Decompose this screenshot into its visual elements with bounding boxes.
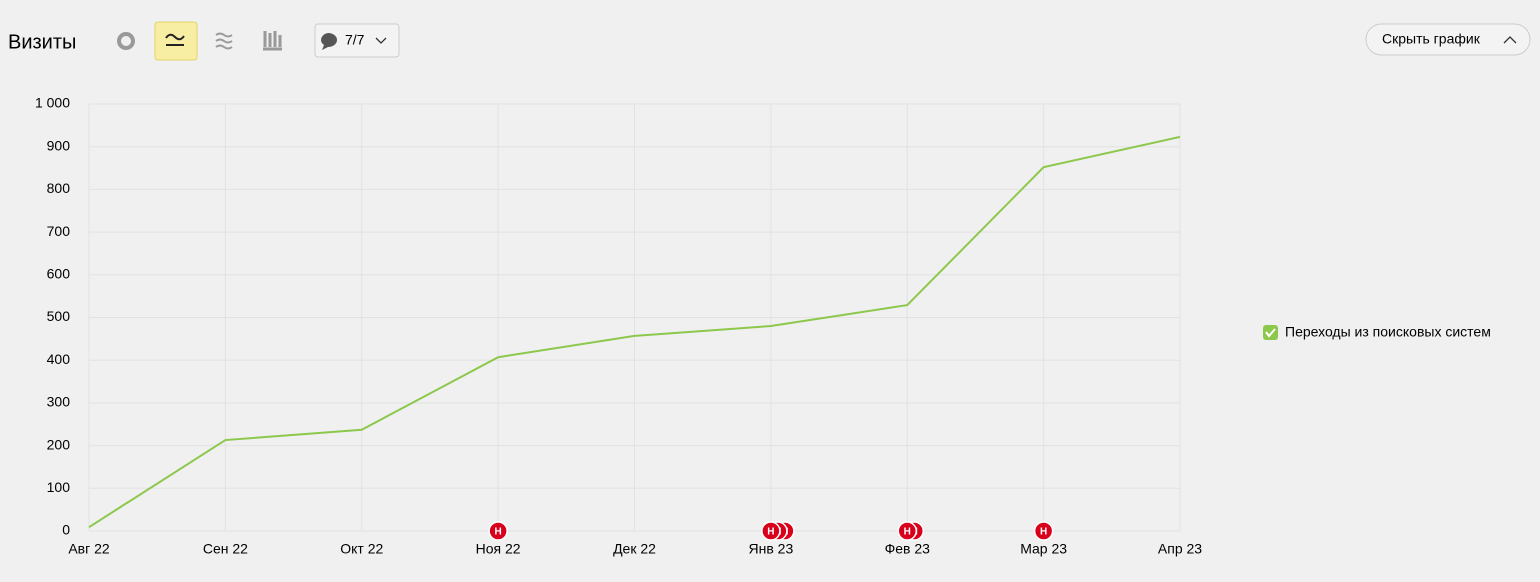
note-marker-label: Н — [904, 527, 911, 538]
y-tick-label: 0 — [62, 522, 70, 538]
check-mark — [1265, 328, 1276, 338]
y-tick-label: 900 — [47, 137, 71, 153]
y-tick-label: 700 — [47, 223, 71, 239]
y-tick-label: 300 — [47, 394, 71, 410]
x-tick-label: Мар 23 — [1020, 541, 1067, 557]
selected-box — [154, 21, 198, 61]
y-tick-label: 800 — [47, 180, 71, 196]
pie-view-button[interactable] — [117, 32, 135, 50]
y-tick-label: 600 — [47, 266, 71, 282]
note-marker — [1033, 521, 1054, 541]
note-marker-label: Н — [1040, 527, 1047, 538]
legend[interactable]: Переходы из поисковых систем — [1263, 324, 1491, 340]
note-marker — [488, 521, 508, 541]
bar-view-button[interactable] — [263, 31, 282, 51]
x-tick-label: Ноя 22 — [476, 541, 521, 557]
y-tick-label: 200 — [47, 436, 71, 452]
note-marker-label: Н — [767, 527, 774, 538]
y-tick-label: 400 — [47, 351, 71, 367]
note-marker-label: Н — [495, 527, 502, 538]
note-marker — [761, 521, 781, 541]
x-tick-label: Авг 22 — [68, 541, 110, 557]
line-icon — [165, 33, 185, 46]
y-tick-label: 500 — [47, 308, 71, 324]
x-tick-label: Дек 22 — [613, 541, 656, 557]
notes-count: 7/7 — [345, 32, 365, 48]
chevron-up — [1503, 36, 1517, 44]
y-tick-label: 100 — [47, 479, 71, 495]
series-line — [88, 135, 1181, 528]
line-view-button[interactable] — [154, 21, 198, 61]
x-tick-label: Фев 23 — [885, 541, 931, 557]
x-tick-label: Сен 22 — [203, 541, 248, 557]
y-tick-label: 1 000 — [35, 95, 70, 111]
pie-icon — [117, 32, 135, 50]
chevron-down — [375, 37, 387, 44]
note-marker — [897, 521, 917, 541]
hide-chart-button[interactable]: Скрыть график — [1365, 23, 1531, 56]
area-view-button[interactable] — [215, 32, 233, 50]
button-label: Скрыть график — [1382, 31, 1481, 47]
legend-checkbox — [1263, 325, 1278, 340]
x-tick-label: Окт 22 — [340, 541, 383, 557]
bar-icon — [263, 31, 282, 51]
dropdown-box — [314, 23, 400, 58]
report-title: Визиты — [8, 31, 76, 53]
notes-dropdown[interactable]: 7/7 — [314, 23, 400, 58]
button-box — [1365, 23, 1531, 56]
x-tick-label: Янв 23 — [749, 541, 794, 557]
x-tick-label: Апр 23 — [1158, 541, 1202, 557]
note-icon — [321, 33, 337, 50]
area-icon — [215, 32, 233, 50]
legend-label: Переходы из поисковых систем — [1285, 324, 1491, 340]
